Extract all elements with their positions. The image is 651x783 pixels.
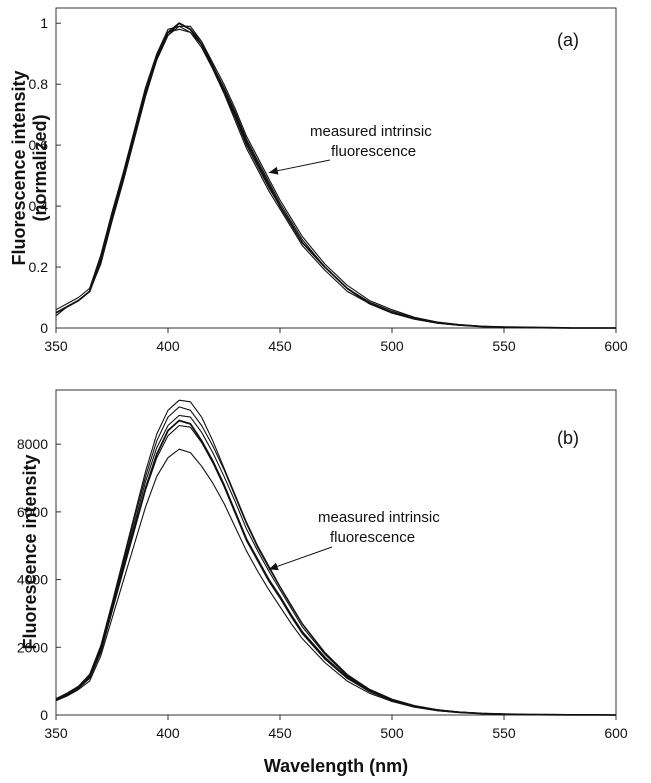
series-line bbox=[55, 28, 616, 329]
series-line bbox=[55, 406, 617, 716]
y-tick-label: 0.8 bbox=[29, 76, 49, 92]
x-tick-label: 600 bbox=[604, 725, 628, 741]
series-line bbox=[55, 22, 616, 329]
y-tick-label: 8000 bbox=[17, 436, 48, 452]
panel-b-arrow bbox=[268, 546, 333, 570]
series-line bbox=[55, 419, 617, 716]
x-tick-label: 450 bbox=[268, 725, 292, 741]
x-tick-label: 400 bbox=[156, 725, 180, 741]
panel-a-annotation-line2: fluorescence bbox=[331, 143, 416, 160]
y-tick-label: 0 bbox=[40, 320, 48, 336]
series-line bbox=[55, 414, 617, 716]
y-tick-label: 0.2 bbox=[29, 259, 49, 275]
x-tick-label: 550 bbox=[492, 725, 516, 741]
panel-b-label: (b) bbox=[557, 428, 579, 448]
panel-a-annotation-line1: measured intrinsic bbox=[310, 123, 432, 140]
panel-a-y-ticks: 0 0.2 0.4 0.6 0.8 1 bbox=[29, 15, 61, 336]
y-tick-label: 2000 bbox=[17, 639, 48, 655]
panel-b-annotation-line2: fluorescence bbox=[330, 529, 415, 546]
panel-b-plot-frame bbox=[55, 389, 617, 716]
series-line bbox=[55, 448, 616, 716]
y-tick-label: 0 bbox=[40, 707, 48, 723]
x-tick-label: 400 bbox=[156, 338, 180, 354]
x-tick-label: 450 bbox=[268, 338, 292, 354]
series-line bbox=[55, 25, 616, 329]
y-tick-label: 0.4 bbox=[29, 198, 49, 214]
series-line bbox=[55, 22, 616, 329]
panel-b-x-axis-label: Wavelength (nm) bbox=[264, 756, 408, 776]
panel-a-curves bbox=[55, 22, 616, 329]
panel-a-label: (a) bbox=[557, 30, 579, 50]
y-tick-label: 4000 bbox=[17, 572, 48, 588]
panel-b-curves bbox=[55, 399, 617, 716]
x-tick-label: 600 bbox=[604, 338, 628, 354]
y-tick-label: 0.6 bbox=[29, 137, 49, 153]
panel-a-y-axis-label-line1: Fluorescence intensity bbox=[9, 70, 29, 265]
panel-b-arrowhead bbox=[268, 562, 279, 571]
x-tick-label: 500 bbox=[380, 725, 404, 741]
x-tick-label: 350 bbox=[44, 338, 68, 354]
panel-b-y-axis-label: Fluorescence intensity bbox=[20, 454, 40, 649]
panel-a-x-ticks: 350 400 450 500 550 600 bbox=[44, 328, 628, 354]
panel-b-annotation-line1: measured intrinsic bbox=[318, 509, 440, 526]
panel-a-arrowhead bbox=[268, 166, 279, 175]
panel-b-y-ticks: 0 2000 4000 6000 8000 bbox=[17, 436, 61, 723]
y-tick-label: 1 bbox=[40, 15, 48, 31]
panel-a-chart: 0 0.2 0.4 0.6 0.8 1 350 400 450 500 550 600 (a) me… bbox=[9, 7, 628, 354]
x-tick-label: 550 bbox=[492, 338, 516, 354]
panel-b-chart: 0 2000 4000 6000 8000 350 400 450 500 550 600 (b)… bbox=[17, 389, 628, 776]
x-tick-label: 500 bbox=[380, 338, 404, 354]
series-line bbox=[55, 25, 616, 329]
x-tick-label: 350 bbox=[44, 725, 68, 741]
panel-a-y-axis-label-line2: (normalized) bbox=[30, 114, 50, 221]
panel-a-plot-frame bbox=[55, 7, 617, 329]
y-tick-label: 6000 bbox=[17, 504, 48, 520]
panel-a-arrow bbox=[268, 159, 331, 174]
panel-b-x-ticks: 350 400 450 500 550 600 bbox=[44, 715, 628, 741]
